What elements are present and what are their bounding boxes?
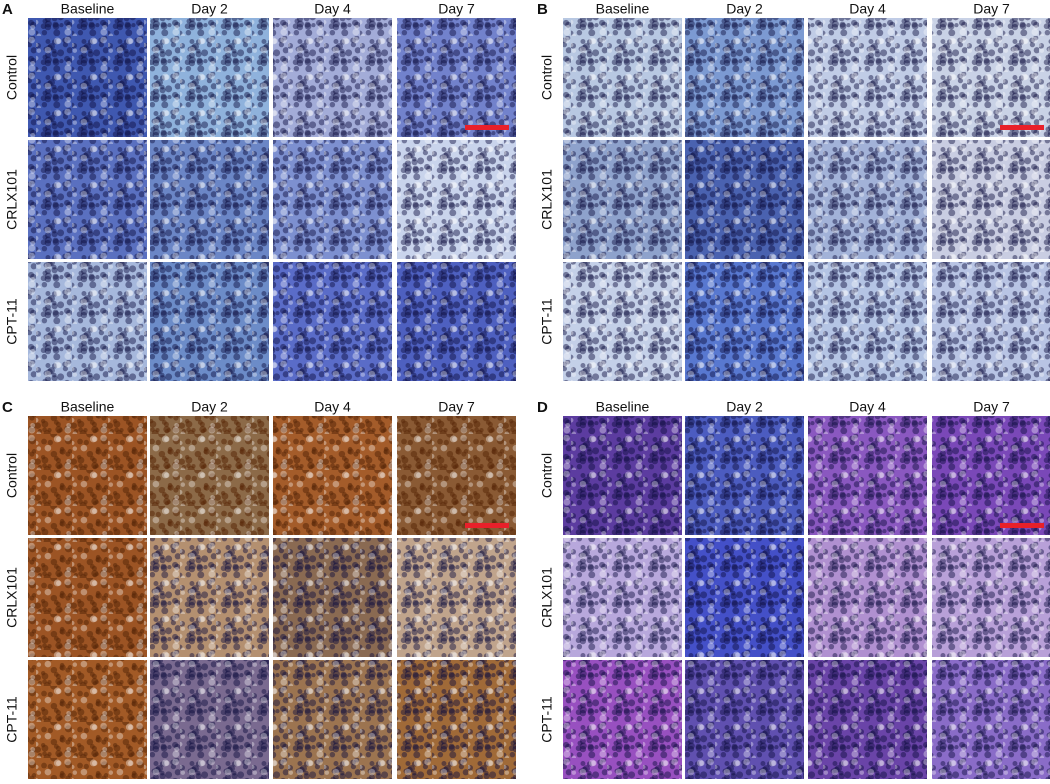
micrograph: [397, 262, 516, 381]
panel: B Baseline Day 2 Day 4 Day 7 Control CRLX101 CP…: [537, 1, 1050, 381]
micrograph: [685, 416, 804, 535]
micrograph: [28, 18, 147, 137]
scale-bar: [1000, 125, 1044, 130]
micrograph: [28, 140, 147, 259]
column-header: Day 2: [191, 1, 228, 17]
micrograph: [397, 538, 516, 657]
micrograph: [932, 18, 1050, 137]
row-label: CRLX101: [539, 169, 555, 230]
micrograph: [28, 538, 147, 657]
micrograph: [28, 416, 147, 535]
micrograph: [932, 262, 1050, 381]
scale-bar: [1000, 523, 1044, 528]
row-label: Control: [539, 55, 555, 100]
micrograph: [932, 140, 1050, 259]
panel-label: C: [2, 399, 13, 416]
micrograph: [150, 538, 269, 657]
column-header: Day 4: [314, 1, 351, 17]
panel-label: A: [2, 1, 13, 18]
panel-label: B: [537, 1, 548, 18]
micrograph: [808, 262, 927, 381]
column-header: Baseline: [596, 399, 650, 415]
column-header: Day 2: [726, 1, 763, 17]
micrograph: [808, 18, 927, 137]
panel: D Baseline Day 2 Day 4 Day 7 Control CRLX101 CP…: [537, 399, 1050, 779]
micrograph: [273, 18, 392, 137]
panel-label: D: [537, 399, 548, 416]
micrograph: [273, 140, 392, 259]
micrograph: [932, 416, 1050, 535]
micrograph: [273, 416, 392, 535]
micrograph: [397, 140, 516, 259]
row-label: CPT-11: [539, 298, 555, 345]
micrograph: [273, 262, 392, 381]
micrograph: [808, 660, 927, 779]
column-header: Day 7: [973, 399, 1010, 415]
row-label: Control: [539, 453, 555, 498]
column-header: Day 2: [191, 399, 228, 415]
micrograph: [28, 262, 147, 381]
row-label: Control: [4, 453, 20, 498]
micrograph: [808, 416, 927, 535]
micrograph: [563, 262, 682, 381]
row-label: Control: [4, 55, 20, 100]
column-header: Day 7: [438, 1, 475, 17]
column-header: Day 2: [726, 399, 763, 415]
micrograph: [685, 18, 804, 137]
micrograph: [397, 416, 516, 535]
micrograph: [932, 660, 1050, 779]
micrograph: [685, 262, 804, 381]
micrograph: [397, 18, 516, 137]
column-header: Baseline: [61, 1, 115, 17]
micrograph: [563, 538, 682, 657]
micrograph: [150, 416, 269, 535]
micrograph: [397, 660, 516, 779]
scale-bar: [465, 125, 509, 130]
micrograph: [808, 538, 927, 657]
column-header: Baseline: [596, 1, 650, 17]
column-header: Baseline: [61, 399, 115, 415]
scale-bar: [465, 523, 509, 528]
micrograph: [150, 660, 269, 779]
row-label: CPT-11: [4, 298, 20, 345]
row-label: CPT-11: [4, 696, 20, 743]
micrograph: [273, 538, 392, 657]
panel: A Baseline Day 2 Day 4 Day 7 Control CRLX101 CP…: [2, 1, 516, 381]
micrograph: [563, 416, 682, 535]
micrograph: [273, 660, 392, 779]
column-header: Day 7: [973, 1, 1010, 17]
column-header: Day 4: [849, 399, 886, 415]
micrograph: [563, 140, 682, 259]
column-header: Day 4: [314, 399, 351, 415]
panel: C Baseline Day 2 Day 4 Day 7 Control CRLX101 CP…: [2, 399, 516, 779]
row-label: CRLX101: [4, 567, 20, 628]
micrograph: [932, 538, 1050, 657]
row-label: CRLX101: [4, 169, 20, 230]
column-header: Day 4: [849, 1, 886, 17]
row-label: CPT-11: [539, 696, 555, 743]
micrograph: [150, 18, 269, 137]
micrograph: [150, 262, 269, 381]
micrograph: [685, 660, 804, 779]
column-header: Day 7: [438, 399, 475, 415]
micrograph: [28, 660, 147, 779]
micrograph: [563, 660, 682, 779]
micrograph: [563, 18, 682, 137]
row-label: CRLX101: [539, 567, 555, 628]
micrograph: [150, 140, 269, 259]
micrograph: [685, 140, 804, 259]
micrograph: [808, 140, 927, 259]
micrograph: [685, 538, 804, 657]
